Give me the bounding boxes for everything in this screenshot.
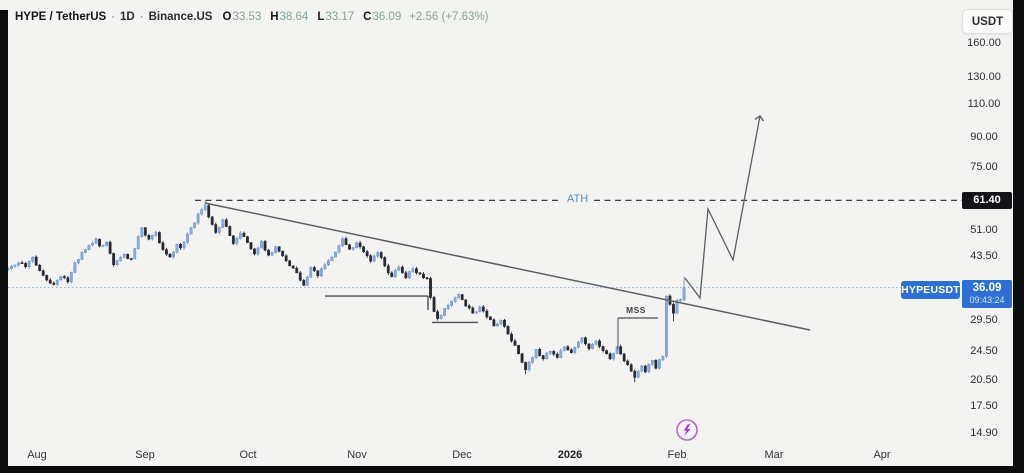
price-axis-label: 29.50 (970, 314, 998, 327)
price-axis-label: 75.00 (970, 160, 998, 173)
symbol-label-badge: HYPEUSDT (901, 280, 960, 299)
price-axis-label: 43.50 (970, 250, 998, 263)
open-label: O (222, 11, 232, 23)
time-axis-label: Mar (764, 449, 784, 461)
price-axis-label: 130.00 (967, 70, 1001, 83)
price-axis-label: 51.00 (970, 224, 998, 237)
separator: · (111, 11, 116, 23)
low-label: L (317, 11, 325, 23)
mss-line-drawing[interactable] (617, 317, 658, 351)
ohlc-values: O33.53 H38.64 L33.17 C36.09 (222, 11, 401, 23)
trendline-drawing[interactable] (204, 202, 811, 331)
price-axis-label: 20.50 (970, 374, 998, 387)
time-axis-label: Oct (239, 449, 257, 461)
symbol-name[interactable]: HYPE / TetherUS (15, 11, 107, 23)
high-value: 38.64 (279, 11, 309, 23)
current-price-badge: 36.09 09:43:24 (962, 279, 1012, 308)
support-line-drawings[interactable] (325, 295, 478, 324)
time-axis-label: Nov (347, 449, 367, 461)
high-label: H (270, 11, 279, 23)
price-axis-label: 110.00 (967, 98, 1001, 111)
ath-price-badge: 61.40 (962, 191, 1012, 209)
time-axis-label: Sep (135, 449, 155, 461)
bar-countdown: 09:43:24 (969, 295, 1005, 306)
time-axis-label: Feb (667, 449, 687, 461)
close-label: C (363, 11, 372, 23)
time-axis-label: 2026 (557, 449, 583, 461)
event-marker[interactable] (674, 417, 700, 443)
candlestick-series (6, 200, 686, 383)
price-axis-label: 17.50 (970, 400, 998, 413)
projection-arrow-drawing[interactable] (684, 115, 765, 300)
mss-text-label[interactable]: MSS (626, 305, 646, 316)
open-value: 33.53 (232, 11, 262, 23)
time-axis-label: Aug (27, 449, 47, 461)
symbol-header: HYPE / TetherUS · 1D · Binance.US O33.53… (15, 9, 489, 25)
price-axis-label: 24.50 (970, 344, 998, 357)
lightning-icon (683, 424, 691, 436)
time-axis[interactable]: Aug Sep Oct Nov Dec 2026 Feb Mar Apr (0, 446, 1012, 466)
price-axis-label: 160.00 (967, 36, 1001, 49)
photo-border-left (0, 10, 8, 473)
separator: · (139, 11, 144, 23)
price-axis-label: 14.90 (970, 426, 998, 439)
currency-unit-button[interactable]: USDT (962, 9, 1013, 34)
low-value: 33.17 (325, 11, 355, 23)
price-change: +2.56 (+7.63%) (409, 11, 489, 23)
time-axis-label: Apr (873, 449, 891, 461)
price-axis[interactable]: 160.00 130.00 110.00 90.00 75.00 51.00 43.50 29… (958, 0, 1012, 473)
current-price-value: 36.09 (972, 281, 1002, 294)
close-value: 36.09 (372, 11, 402, 23)
timeframe-label[interactable]: 1D (120, 11, 135, 23)
exchange-label: Binance.US (148, 11, 213, 23)
price-axis-label: 90.00 (970, 131, 998, 144)
photo-border-right (1013, 0, 1024, 473)
photo-border-bottom (0, 466, 1024, 473)
time-axis-label: Dec (452, 449, 472, 461)
ath-text-label[interactable]: ATH (562, 192, 594, 205)
